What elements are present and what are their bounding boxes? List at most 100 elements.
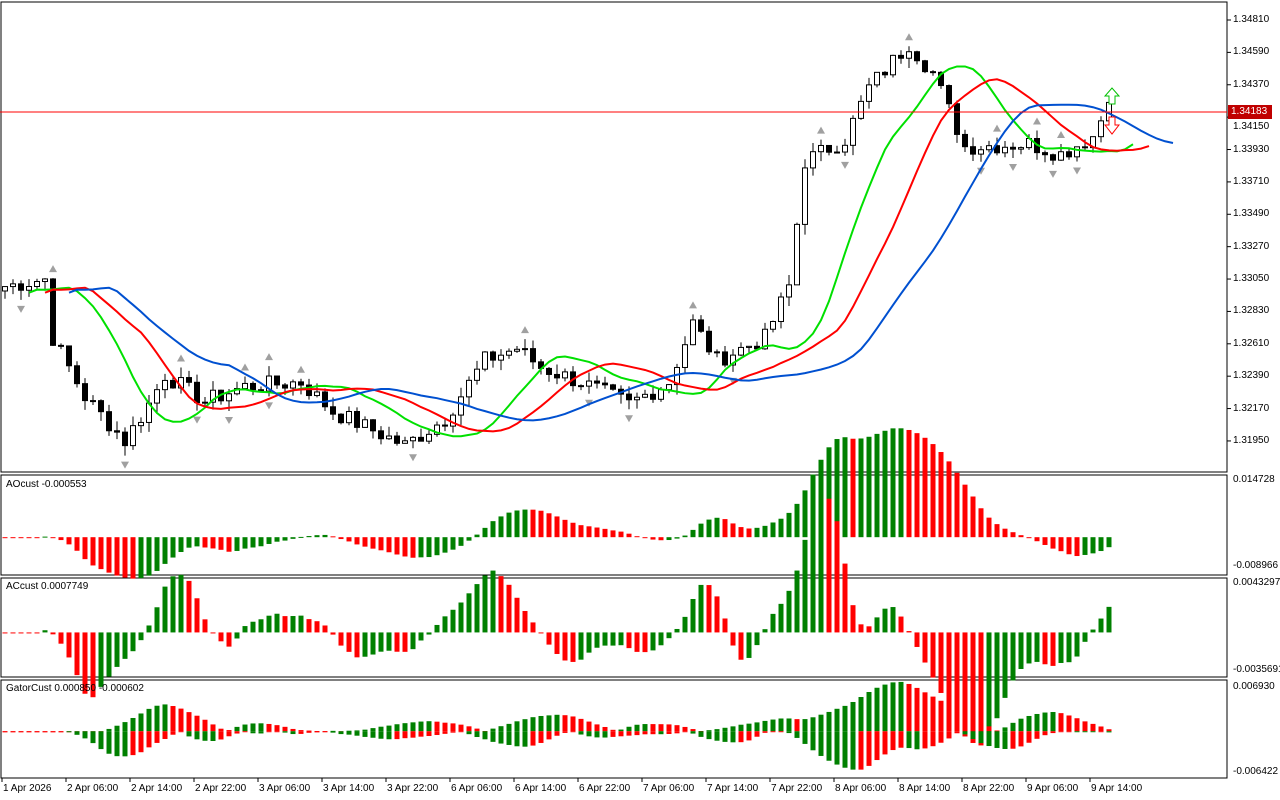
ac-bar [530, 622, 536, 633]
ao-bar [490, 521, 496, 538]
candle-body [298, 381, 304, 386]
ac-bar [770, 613, 776, 633]
ac-bar [490, 570, 496, 633]
gator-upper-bar [962, 714, 968, 732]
candle-body [506, 350, 512, 356]
ac-bar [482, 575, 488, 633]
ac-bar [594, 632, 600, 648]
gator-upper-bar [810, 717, 816, 732]
gator-upper-bar [754, 722, 760, 732]
candle-body [602, 382, 608, 386]
gator-upper-bar [434, 721, 440, 732]
ao-bar [18, 537, 24, 539]
ao-bar [602, 528, 608, 538]
ao-bar [354, 537, 360, 545]
ac-bar [426, 632, 432, 635]
ao-bar [914, 433, 920, 538]
candle-body [650, 393, 656, 400]
ao-bar [378, 537, 384, 551]
candle-body [914, 51, 920, 62]
gator-upper-bar [1090, 723, 1096, 732]
time-label: 6 Apr 22:00 [579, 783, 631, 794]
fractal-down-icon [1049, 170, 1057, 178]
candle-body [162, 379, 168, 391]
fractal-up-icon [177, 354, 185, 362]
ac-bar [306, 619, 312, 633]
candle-body [466, 379, 472, 398]
ac-bar [450, 609, 456, 633]
gator-lower-bar [450, 731, 456, 733]
gator-lower-bar [402, 731, 408, 739]
gator-upper-bar [914, 687, 920, 732]
ac-bar [858, 624, 864, 633]
ao-bar [650, 537, 656, 540]
ac-bar [18, 632, 24, 634]
gator-upper-bar [690, 729, 696, 732]
ao-bar [930, 444, 936, 538]
candle-body [282, 384, 288, 389]
ac-bar [66, 632, 72, 658]
candle-body [290, 381, 296, 389]
ac-bar [210, 632, 216, 634]
gator-upper-bar [146, 708, 152, 732]
price-tick: 1.34370 [1233, 78, 1270, 90]
gator-lower-bar [562, 731, 568, 733]
ao-bar [402, 537, 408, 557]
ac-bar [114, 632, 120, 667]
gator-lower-bar [906, 731, 912, 749]
ac-bar [42, 630, 48, 633]
ao-bar [338, 537, 344, 540]
candle-body [994, 145, 1000, 154]
candle-body [362, 419, 368, 428]
ac-bar [970, 632, 976, 743]
ac-bar [242, 626, 248, 633]
ac-bar [842, 563, 848, 633]
fractal-down-icon [225, 417, 233, 425]
gator-upper-bar [1074, 718, 1080, 732]
gator-upper-bar [578, 718, 584, 732]
fractal-up-icon [689, 301, 697, 309]
ac-bar [602, 632, 608, 646]
candle-body [682, 344, 688, 368]
ac-bar [986, 632, 992, 737]
ao-bar [802, 490, 808, 538]
ao-bar [626, 533, 632, 538]
ac-bar [346, 632, 352, 652]
gator-lower-bar [882, 731, 888, 755]
price-tick: 1.33270 [1233, 240, 1270, 252]
gator-lower-bar [602, 731, 608, 738]
time-label: 2 Apr 14:00 [131, 783, 183, 794]
gator-upper-bar [1010, 722, 1016, 732]
ao-bar [1002, 528, 1008, 538]
ac-bar [786, 590, 792, 633]
candle-body [354, 410, 360, 428]
ac-bar [962, 632, 968, 737]
time-label: 8 Apr 22:00 [963, 783, 1015, 794]
gator-lower-bar [922, 731, 928, 749]
ao-bar [330, 536, 336, 538]
current-price-label: 1.34183 [1228, 105, 1272, 119]
ao-bar [786, 512, 792, 538]
candle-body [1042, 152, 1048, 156]
ao-bar [698, 523, 704, 538]
ao-bar [594, 527, 600, 538]
gator-upper-bar [730, 726, 736, 732]
candle-body [922, 60, 928, 73]
ao-bar [290, 537, 296, 539]
gator-lower-bar [1066, 731, 1072, 733]
candle-body [562, 371, 568, 379]
ac-bar [466, 593, 472, 633]
ac-bar [1066, 632, 1072, 663]
ao-bar [754, 527, 760, 538]
ao-bar [690, 529, 696, 538]
ao-bar [834, 439, 840, 538]
ao-bar [82, 537, 88, 560]
gator-lower-bar [330, 731, 336, 733]
ac-bar [1034, 632, 1040, 662]
candle-body [370, 419, 376, 432]
ac-bar [154, 607, 160, 633]
gator-upper-bar [386, 725, 392, 732]
gator-upper-bar [1034, 713, 1040, 732]
ao-bar [1090, 537, 1096, 554]
